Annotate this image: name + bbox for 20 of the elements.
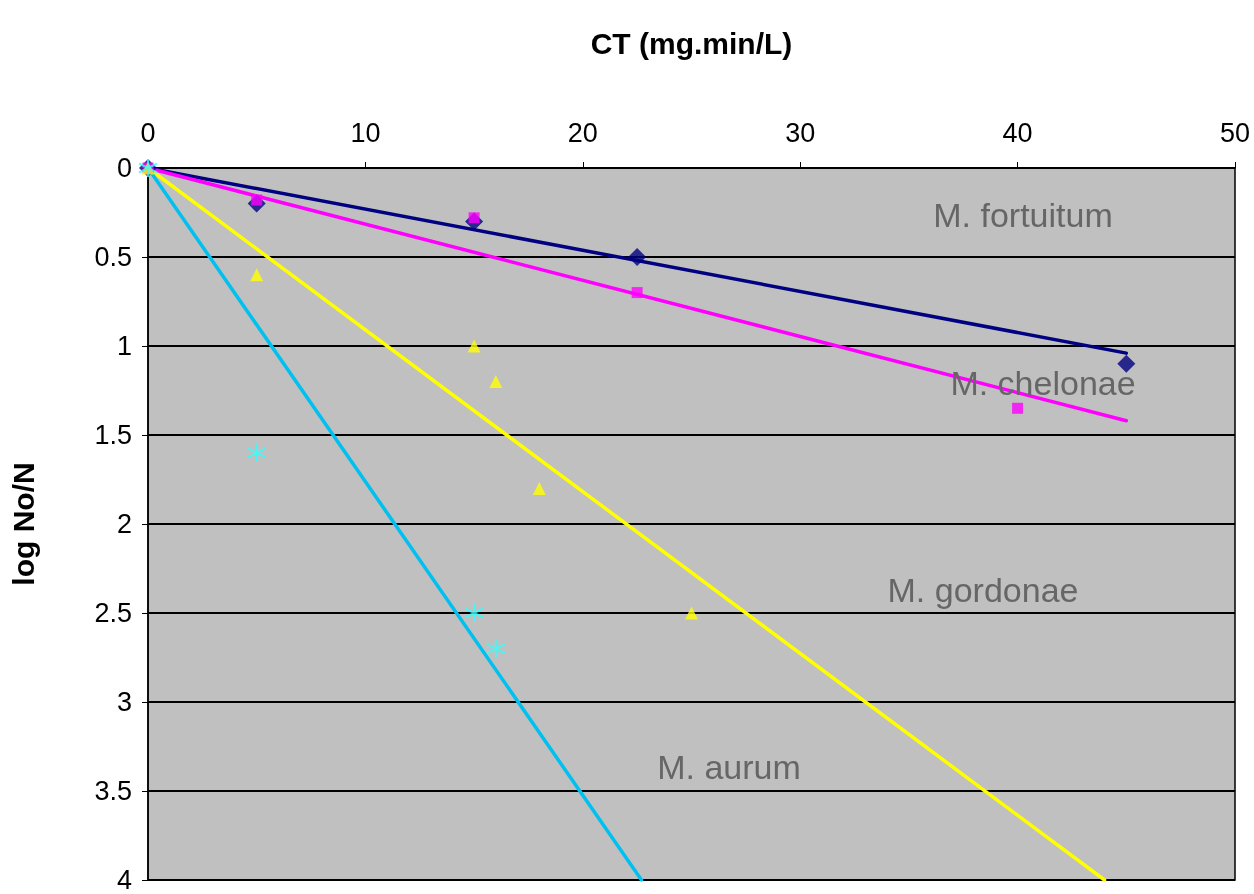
y-tick-label: 3.5 bbox=[94, 776, 132, 806]
y-tick-label: 2.5 bbox=[94, 598, 132, 628]
x-tick-label: 20 bbox=[567, 117, 598, 148]
x-tick-label: 0 bbox=[140, 117, 156, 148]
annotation: M. gordonae bbox=[887, 571, 1079, 609]
annotation: M. fortuitum bbox=[933, 196, 1113, 234]
x-tick-label: 10 bbox=[350, 117, 381, 148]
y-tick-label: 1 bbox=[116, 331, 132, 361]
y-tick-label: 3 bbox=[116, 687, 132, 717]
y-axis-title: log No/N bbox=[6, 462, 40, 586]
y-tick-label: 4 bbox=[116, 865, 132, 894]
y-tick-label: 0 bbox=[116, 153, 132, 183]
x-tick-label: 30 bbox=[785, 117, 816, 148]
x-tick-label: 50 bbox=[1219, 117, 1251, 148]
x-tick-label: 40 bbox=[1002, 117, 1033, 148]
y-tick-label: 0.5 bbox=[94, 242, 132, 272]
y-tick-label: 1.5 bbox=[94, 420, 132, 450]
annotation: M. aurum bbox=[657, 748, 801, 786]
x-axis-title: CT (mg.min/L) bbox=[590, 26, 793, 60]
y-tick-label: 2 bbox=[116, 509, 132, 539]
